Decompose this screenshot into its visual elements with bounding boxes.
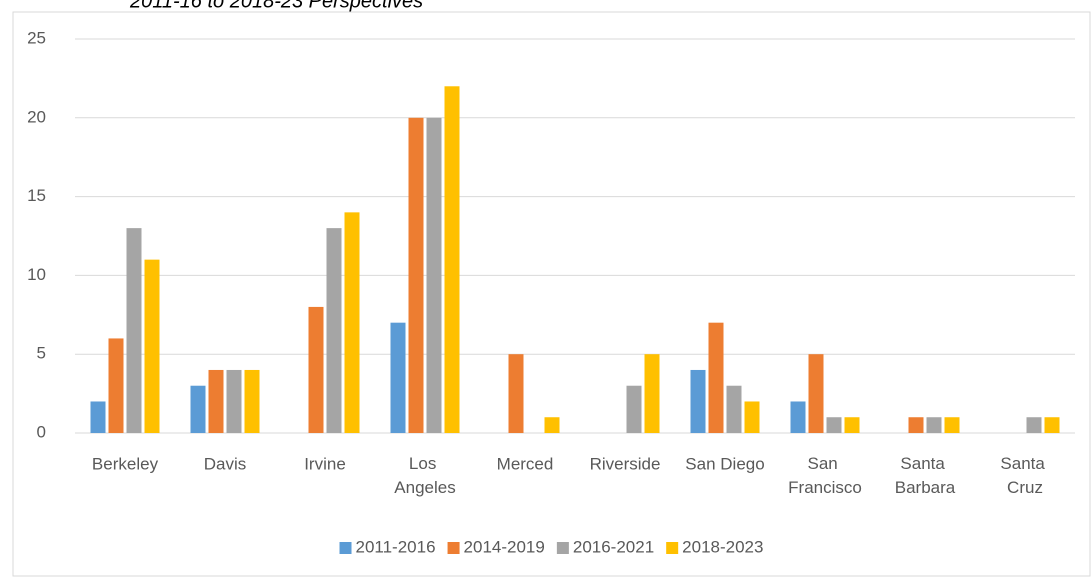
- y-tick-label: 25: [27, 28, 46, 47]
- y-tick-label: 15: [27, 186, 46, 205]
- bar: [1044, 417, 1060, 433]
- bar: [708, 322, 724, 433]
- bar: [744, 401, 760, 433]
- bar: [1026, 417, 1042, 433]
- legend-label: 2016-2021: [573, 537, 654, 556]
- bar: [344, 212, 360, 433]
- bar: [644, 354, 660, 433]
- bar: [308, 306, 324, 433]
- bar: [908, 417, 924, 433]
- legend-swatch: [556, 542, 569, 554]
- bar: [126, 228, 142, 433]
- legend-swatch: [339, 542, 352, 554]
- bar: [844, 417, 860, 433]
- bar: [808, 354, 824, 433]
- legend-swatch: [666, 542, 679, 554]
- x-tick-label: Berkeley: [92, 454, 159, 473]
- x-tick-label: Davis: [204, 454, 247, 473]
- bar: [326, 228, 342, 433]
- legend-label: 2018-2023: [682, 537, 763, 556]
- x-tick-label: Riverside: [590, 454, 661, 473]
- x-tick-label: Irvine: [304, 454, 346, 473]
- legend-label: 2011-2016: [356, 537, 436, 556]
- bar: [944, 417, 960, 433]
- bar: [690, 369, 706, 433]
- bar: [108, 338, 124, 433]
- bar: [726, 385, 742, 433]
- x-tick-label: San Francisco: [788, 454, 862, 497]
- x-tick-label: Santa Barbara: [895, 454, 956, 497]
- bar: [426, 117, 442, 434]
- y-tick-label: 10: [27, 265, 46, 284]
- x-tick-label: Los Angeles: [394, 454, 455, 497]
- bar: [626, 385, 642, 433]
- bar: [90, 401, 106, 433]
- y-tick-label: 20: [27, 107, 46, 126]
- bar: [790, 401, 806, 433]
- bar: [144, 259, 160, 433]
- bar: [244, 369, 260, 433]
- legend-label: 2014-2019: [464, 537, 545, 556]
- chart-title: 2011-16 to 2018-23 Perspectives: [129, 0, 423, 12]
- x-tick-label: San Diego: [685, 454, 764, 473]
- chart-frame: [12, 11, 1091, 577]
- bar: [390, 322, 406, 433]
- y-tick-label: 0: [37, 422, 46, 441]
- bar: [544, 417, 560, 433]
- bar: [444, 86, 460, 433]
- bar: [508, 354, 524, 433]
- y-tick-label: 5: [37, 344, 46, 363]
- legend-swatch: [447, 542, 460, 554]
- bar: [408, 117, 424, 434]
- bar: [226, 369, 242, 433]
- x-tick-label: Santa Cruz: [1000, 454, 1049, 497]
- bar: [190, 385, 206, 433]
- bar: [926, 417, 942, 433]
- x-tick-label: Merced: [497, 454, 554, 473]
- bar: [208, 369, 224, 433]
- bar: [826, 417, 842, 433]
